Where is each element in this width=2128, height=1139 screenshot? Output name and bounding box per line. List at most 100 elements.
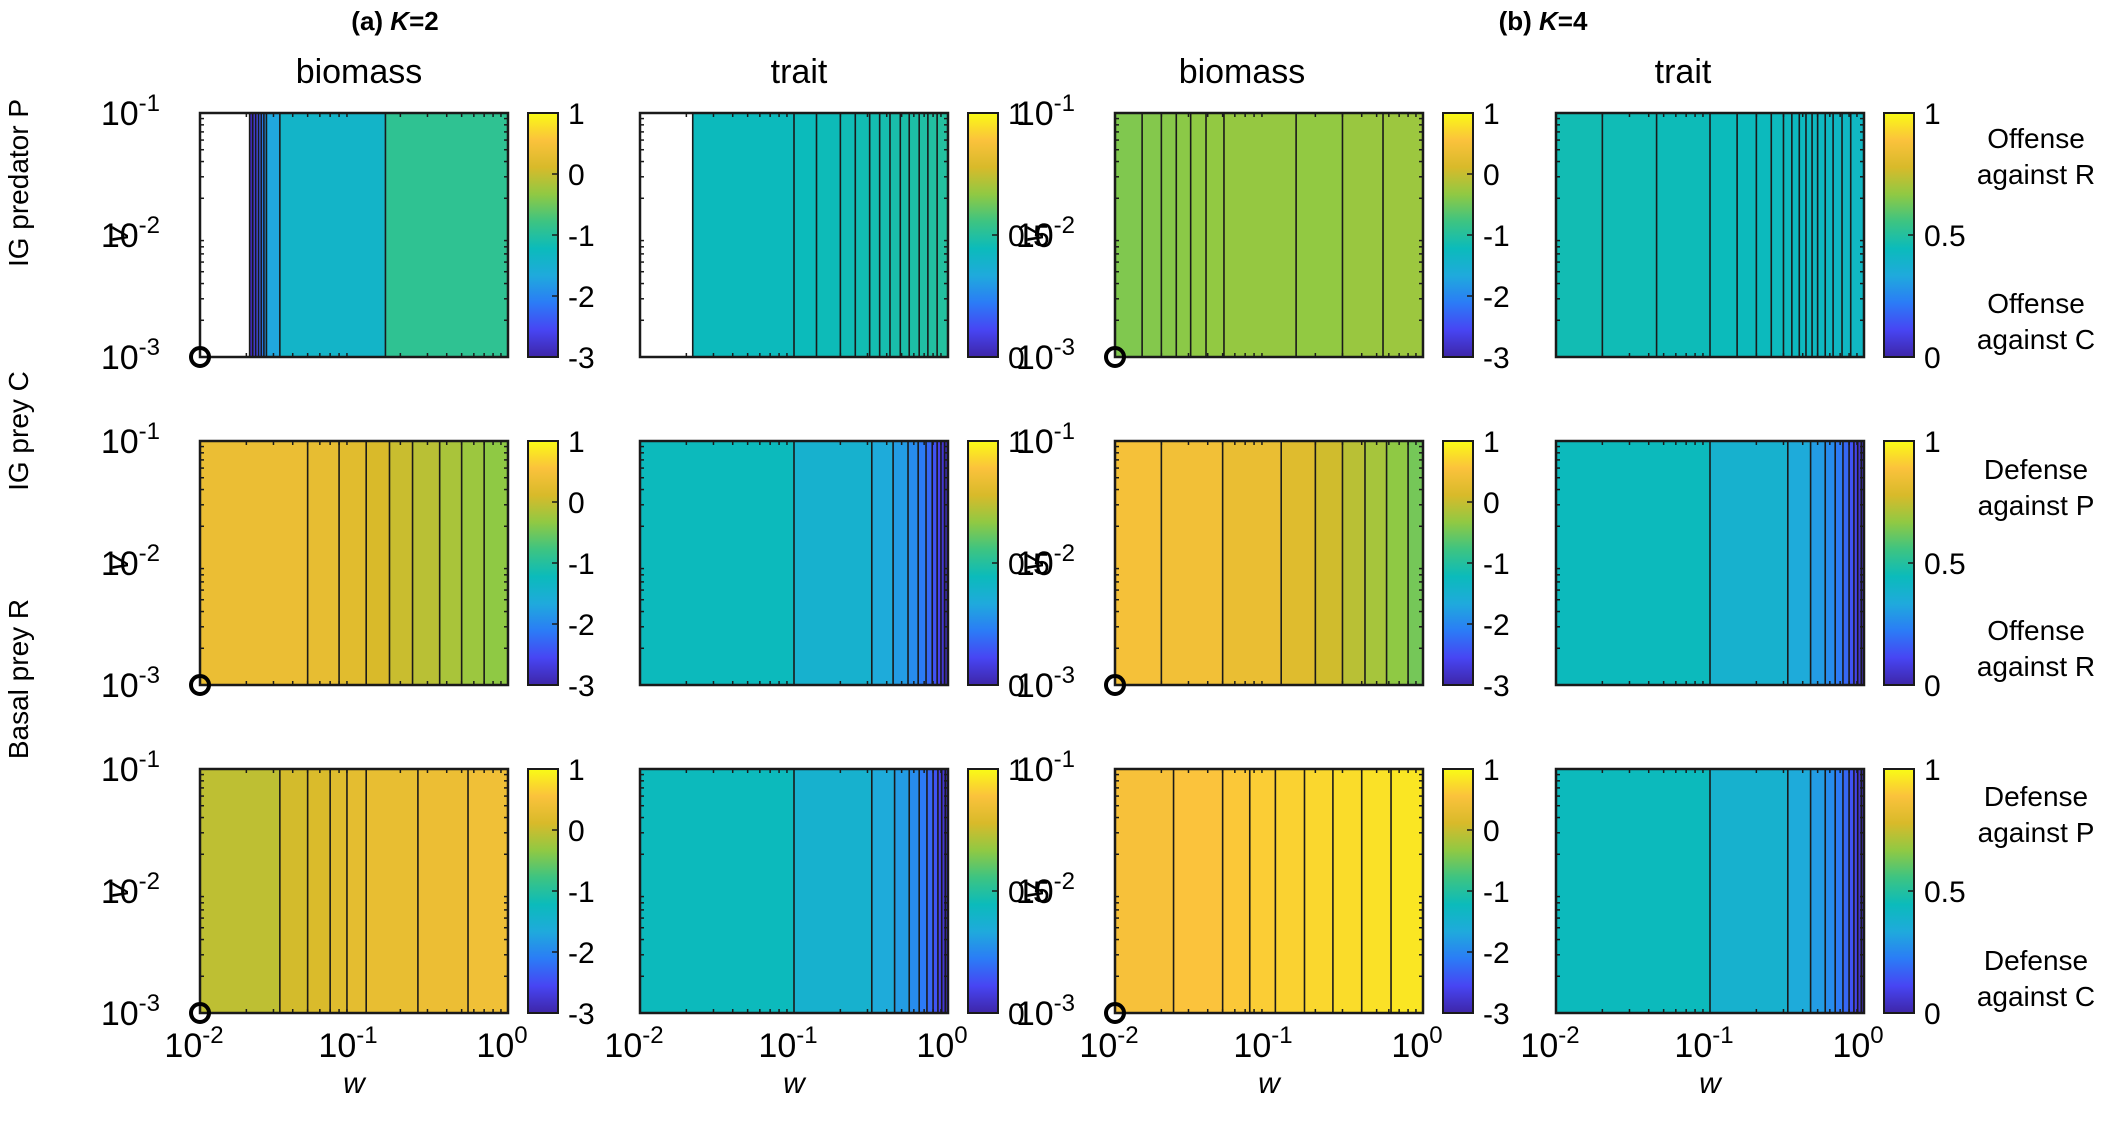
heatmap-band (1386, 441, 1409, 685)
heatmap-band (1383, 113, 1424, 357)
heatmap-band (640, 441, 795, 685)
y-tick-label: 10-1 (1016, 746, 1075, 789)
heatmap-band (1556, 769, 1711, 1013)
plot-frame (1113, 767, 1425, 1015)
colorbar-tick-label: -2 (1483, 281, 1510, 314)
heatmap-band (1805, 113, 1813, 357)
colorbar-tick-label: -1 (568, 220, 595, 253)
column-title-2: trait (771, 53, 828, 91)
heatmap-band (346, 769, 367, 1013)
colorbar-tick-label: 0 (568, 159, 585, 192)
plot-frame (198, 439, 510, 687)
heatmap-band (339, 441, 367, 685)
colorbar-tick-label: 0 (568, 487, 585, 520)
right-label: against R (1977, 159, 2095, 190)
colorbar-tick-label: 1 (1008, 754, 1025, 787)
heatmap-panel: 10.50 (1554, 426, 1966, 703)
colorbar-tick-label: 1 (1008, 98, 1025, 131)
colorbar-tick-label: 1 (1483, 754, 1500, 787)
plot-frame (198, 111, 510, 359)
heatmap-band (919, 113, 929, 357)
heatmap-band (794, 769, 873, 1013)
right-label: Defense (1984, 781, 2088, 812)
heatmap-band (1190, 113, 1207, 357)
heatmap-band (869, 113, 880, 357)
heatmap-band (1602, 113, 1657, 357)
heatmap-band (1825, 441, 1836, 685)
heatmap-band (909, 769, 920, 1013)
heatmap-band (266, 113, 281, 357)
colorbar-tick-label: -3 (1483, 998, 1510, 1031)
colorbar-tick-label: 0.5 (1008, 548, 1050, 581)
heatmap-band (1408, 441, 1424, 685)
plot-frame (638, 767, 950, 1015)
heatmap-band (918, 441, 927, 685)
heatmap-band (1710, 769, 1789, 1013)
y-axis-label: v (102, 882, 135, 899)
heatmap-band (200, 441, 308, 685)
y-tick-label: 10-2 (1016, 212, 1075, 255)
y-tick-label: 10-3 (101, 334, 160, 377)
heatmap-band (893, 441, 909, 685)
heatmap-band (1817, 113, 1826, 357)
heatmap-band (937, 441, 942, 685)
heatmap-band (1833, 113, 1843, 357)
colorbar-tick-label: -1 (1483, 220, 1510, 253)
heatmap-band (255, 113, 259, 357)
colorbar-tick-label: 1 (1924, 754, 1941, 787)
y-axis-label: v (102, 554, 135, 571)
heatmap-band (871, 769, 895, 1013)
right-label: against R (1977, 651, 2095, 682)
heatmap-band (1812, 113, 1818, 357)
heatmap-band (640, 113, 694, 357)
colorbar-tick-label: -2 (568, 609, 595, 642)
right-label: against P (1978, 817, 2095, 848)
heatmap-band (908, 441, 919, 685)
x-tick-label: 100 (1832, 1022, 1883, 1065)
right-labels-row-3: Defense against P Defense against C (1977, 781, 2095, 1012)
origin-marker (189, 1002, 211, 1024)
heatmap-band (261, 113, 265, 357)
colorbar-tick-label: 1 (568, 98, 585, 131)
y-tick-label: 10-1 (101, 90, 160, 133)
heatmap-band (1176, 113, 1191, 357)
heatmap-band (909, 113, 920, 357)
right-label: Offense (1987, 123, 2085, 154)
plot-frame (638, 439, 950, 687)
heatmap-band (1825, 113, 1834, 357)
heatmap-band (307, 441, 340, 685)
heatmap-band (794, 113, 817, 357)
heatmap-band (1810, 769, 1826, 1013)
heatmap-panel: 10.50 (1554, 98, 1966, 375)
heatmap-band (900, 113, 910, 357)
heatmap-band (1332, 769, 1363, 1013)
heatmap-band (258, 113, 262, 357)
heatmap-band (1173, 769, 1223, 1013)
heatmap-band (1835, 769, 1844, 1013)
heatmap-band (389, 441, 413, 685)
plot-frame (198, 767, 510, 1015)
y-tick-label: 10-2 (101, 540, 160, 583)
heatmap-band (919, 769, 928, 1013)
heatmap-band (385, 113, 509, 357)
origin-marker (1104, 346, 1126, 368)
x-tick-label: 10-1 (758, 1022, 817, 1065)
heatmap-band (307, 769, 331, 1013)
right-label: Defense (1984, 945, 2088, 976)
heatmap-band (249, 113, 254, 357)
colorbar-tick-label: 0 (1924, 342, 1941, 375)
heatmap-band (1756, 113, 1772, 357)
y-tick-label: 10-2 (1016, 868, 1075, 911)
heatmap-band (330, 769, 348, 1013)
heatmap-band (366, 441, 390, 685)
x-tick-label: 10-2 (1079, 1022, 1138, 1065)
heatmap-band (1315, 441, 1343, 685)
heatmap-band (932, 441, 938, 685)
origin-marker (189, 346, 211, 368)
heatmap-band (940, 441, 945, 685)
plot-frame (638, 111, 950, 359)
heatmap-band (1842, 441, 1850, 685)
